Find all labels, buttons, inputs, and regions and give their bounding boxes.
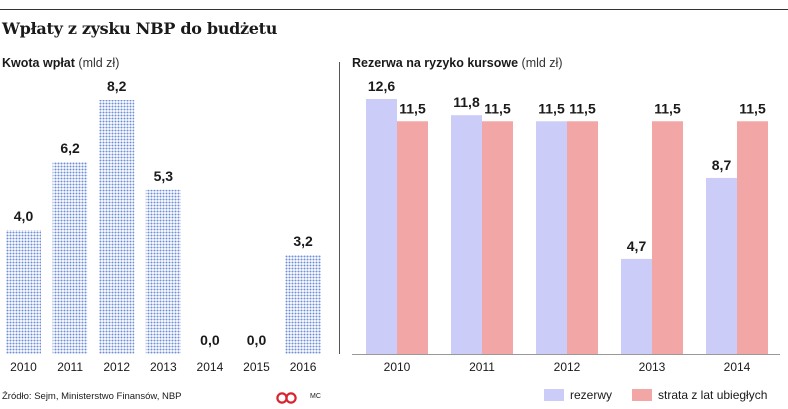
x-tick-2010: 2010 xyxy=(10,360,37,374)
value-label-2010: 4,0 xyxy=(14,208,34,224)
source-note: Źródło: Sejm, Ministerstwo Finansów, NBP xyxy=(2,391,182,402)
logo-icon xyxy=(276,392,297,404)
legend-label-rezerwy: rezerwy xyxy=(570,388,613,402)
chart-divider xyxy=(339,62,340,354)
x-tick-2014: 2014 xyxy=(724,360,751,374)
publisher-logo xyxy=(276,391,298,409)
right-chart-unit: (mld zł) xyxy=(521,56,563,70)
bar-2012-series1 xyxy=(536,121,567,354)
bar-2016 xyxy=(285,254,321,354)
value-label-2012: 8,2 xyxy=(107,78,127,94)
x-tick-2016: 2016 xyxy=(290,360,317,374)
legend-item-rezerwy: rezerwy xyxy=(544,388,612,402)
bar-2011 xyxy=(52,161,88,354)
legend-item-strata: strata z lat ubiegłych xyxy=(632,388,767,402)
value-label-2011: 6,2 xyxy=(60,140,80,156)
x-tick-2013: 2013 xyxy=(639,360,666,374)
value-label-2011-series1: 11,8 xyxy=(453,94,480,110)
x-tick-2013: 2013 xyxy=(150,360,177,374)
bar-2012-series2 xyxy=(567,121,598,354)
left-bar-chart: 4,0 2010 6,2 2011 8,2 2012 5,3 2013 0,0 2014 0,0 20… xyxy=(6,78,321,374)
value-label-2012-series1: 11,5 xyxy=(538,100,565,116)
value-label-2014-series2: 11,5 xyxy=(739,100,766,116)
legend-swatch-strata xyxy=(632,389,652,401)
x-tick-2010: 2010 xyxy=(384,360,411,374)
value-label-2014: 0,0 xyxy=(200,332,220,348)
bar-2014-series2 xyxy=(737,121,768,354)
legend-swatch-rezerwy xyxy=(544,389,564,401)
bar-2013-series2 xyxy=(652,121,683,354)
bar-2013 xyxy=(145,189,181,354)
left-chart-title: Kwota wpłat xyxy=(2,56,75,70)
bar-2010-series1 xyxy=(366,99,397,354)
bar-2011-series1 xyxy=(451,115,482,354)
right-chart-title: Rezerwa na ryzyko kursowe xyxy=(352,56,519,70)
top-rule xyxy=(0,9,788,10)
author-initials: MC xyxy=(310,393,321,400)
value-label-2013-series2: 11,5 xyxy=(654,100,681,116)
left-chart-unit: (mld zł) xyxy=(78,56,120,70)
x-tick-2012: 2012 xyxy=(103,360,130,374)
bar-2010-series2 xyxy=(397,121,428,354)
value-label-2016: 3,2 xyxy=(293,233,313,249)
bar-2010 xyxy=(6,230,41,354)
bar-2012 xyxy=(99,100,135,354)
left-chart-subtitle: Kwota wpłat (mld zł) xyxy=(2,56,119,70)
value-label-2010-series2: 11,5 xyxy=(399,100,426,116)
bar-2011-series2 xyxy=(482,121,513,354)
right-chart-subtitle: Rezerwa na ryzyko kursowe (mld zł) xyxy=(352,56,563,70)
x-tick-2011: 2011 xyxy=(469,360,495,374)
x-tick-2015: 2015 xyxy=(243,360,270,374)
value-label-2013: 5,3 xyxy=(154,168,174,184)
value-label-2015: 0,0 xyxy=(247,332,267,348)
x-tick-2012: 2012 xyxy=(554,360,581,374)
chart-title: Wpłaty z zysku NBP do budżetu xyxy=(2,19,278,38)
bar-2014-series1 xyxy=(706,177,737,354)
legend-label-strata: strata z lat ubiegłych xyxy=(658,388,768,402)
value-label-2014-series1: 8,7 xyxy=(712,157,732,173)
value-label-2010-series1: 12,6 xyxy=(368,78,395,94)
value-label-2012-series2: 11,5 xyxy=(569,100,596,116)
x-tick-2014: 2014 xyxy=(197,360,224,374)
value-label-2013-series1: 4,7 xyxy=(627,238,647,254)
value-label-2011-series2: 11,5 xyxy=(484,100,511,116)
bar-2013-series1 xyxy=(621,258,652,354)
x-tick-2011: 2011 xyxy=(57,360,83,374)
